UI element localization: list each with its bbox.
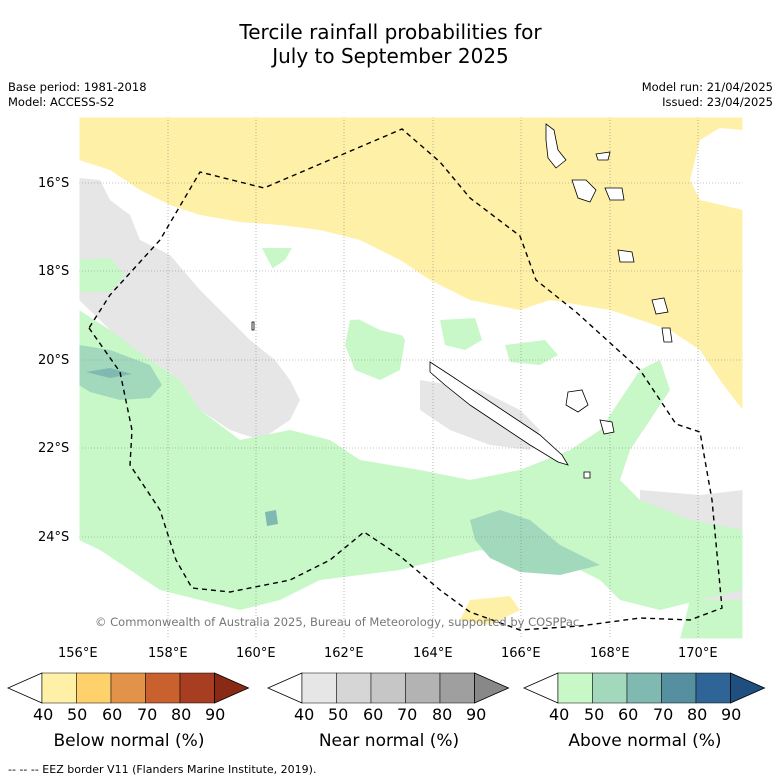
cb-tick: 50: [67, 705, 88, 724]
cb-tick: 90: [721, 705, 742, 724]
cb-tick: 50: [328, 705, 349, 724]
above-normal-region: [345, 318, 405, 380]
colorbars: [7, 672, 766, 704]
near-normal-region: [420, 380, 540, 450]
meta-left: Base period: 1981-2018 Model: ACCESS-S2: [8, 80, 147, 110]
colorbar-cell: [301, 672, 337, 704]
cb-tick: 70: [397, 705, 418, 724]
colorbar-cell: [695, 672, 731, 704]
title-line-1: Tercile rainfall probabilities for: [239, 20, 542, 44]
lon-label: 158°E: [148, 646, 188, 661]
above-normal-region: [440, 318, 482, 350]
cb-tick: 70: [653, 705, 674, 724]
lon-label: 166°E: [501, 646, 541, 661]
cb-tick: 80: [687, 705, 708, 724]
above-normal-region: [680, 600, 743, 639]
colorbar-cell: [336, 672, 372, 704]
cb-tick: 60: [102, 705, 123, 724]
lon-label: 168°E: [590, 646, 630, 661]
cb-tick: 50: [584, 705, 605, 724]
colorbar-cell: [626, 672, 662, 704]
model-run: Model run: 21/04/2025: [641, 80, 773, 94]
above-normal-region: [470, 510, 600, 575]
above-normal-region: [79, 258, 125, 292]
cb-tick: 40: [294, 705, 315, 724]
issued-date: Issued: 23/04/2025: [662, 95, 773, 109]
colorbar-extend-low: [523, 672, 559, 704]
below-normal-label: Below normal (%): [53, 731, 205, 751]
base-period: Base period: 1981-2018: [8, 80, 147, 94]
colorbar-extend-high: [730, 672, 766, 704]
colorbar-extend-high: [214, 672, 250, 704]
cb-tick: 80: [432, 705, 453, 724]
lon-label: 156°E: [58, 646, 98, 661]
cb-tick: 60: [363, 705, 384, 724]
copyright-note: © Commonwealth of Australia 2025, Bureau…: [95, 615, 580, 629]
above-normal-label: Above normal (%): [568, 731, 722, 751]
near-normal-label: Near normal (%): [318, 731, 460, 751]
lat-label: 24°S: [38, 530, 70, 545]
cb-tick: 80: [171, 705, 192, 724]
colorbar-cell: [76, 672, 112, 704]
colorbar: [7, 672, 250, 704]
colorbar-extend-low: [267, 672, 303, 704]
lat-label: 18°S: [38, 264, 70, 279]
eez-legend-note: -- -- -- EEZ border V11 (Flanders Marine…: [8, 763, 317, 776]
colorbar-cell: [110, 672, 146, 704]
coastlines: [251, 123, 673, 479]
cb-tick: 90: [205, 705, 226, 724]
lat-label: 16°S: [38, 176, 70, 191]
colorbar-cell: [370, 672, 406, 704]
colorbar-cell: [557, 672, 593, 704]
meta-right: Model run: 21/04/2025 Issued: 23/04/2025: [642, 80, 773, 110]
cb-tick: 40: [33, 705, 54, 724]
near-normal-region: [79, 178, 300, 440]
lon-label: 162°E: [324, 646, 364, 661]
colorbar-extend-high: [474, 672, 510, 704]
colorbar-cell: [145, 672, 181, 704]
lat-label: 22°S: [38, 441, 70, 456]
colorbar-cell: [405, 672, 441, 704]
colorbar-cell: [661, 672, 697, 704]
eez-border: [88, 128, 723, 631]
colorbar-extend-low: [7, 672, 43, 704]
map-fields: [79, 117, 743, 639]
below-normal-region: [270, 250, 440, 340]
colorbar: [267, 672, 510, 704]
colorbar-cell: [592, 672, 628, 704]
cb-tick: 60: [618, 705, 639, 724]
below-normal-region: [460, 596, 520, 625]
cb-tick: 70: [137, 705, 158, 724]
above-normal-region: [265, 510, 278, 526]
above-normal-region: [505, 340, 558, 365]
cb-tick: 90: [466, 705, 487, 724]
colorbar: [523, 672, 766, 704]
lon-label: 164°E: [413, 646, 453, 661]
colorbar-cell: [179, 672, 215, 704]
colorbar-cell: [41, 672, 77, 704]
above-normal-region: [262, 248, 292, 275]
title-line-2: July to September 2025: [272, 44, 509, 68]
lat-label: 20°S: [38, 353, 70, 368]
above-normal-region: [79, 310, 743, 610]
lon-label: 160°E: [236, 646, 276, 661]
cb-tick: 40: [549, 705, 570, 724]
model-name: Model: ACCESS-S2: [8, 95, 115, 109]
colorbar-cell: [439, 672, 475, 704]
lon-label: 170°E: [678, 646, 718, 661]
